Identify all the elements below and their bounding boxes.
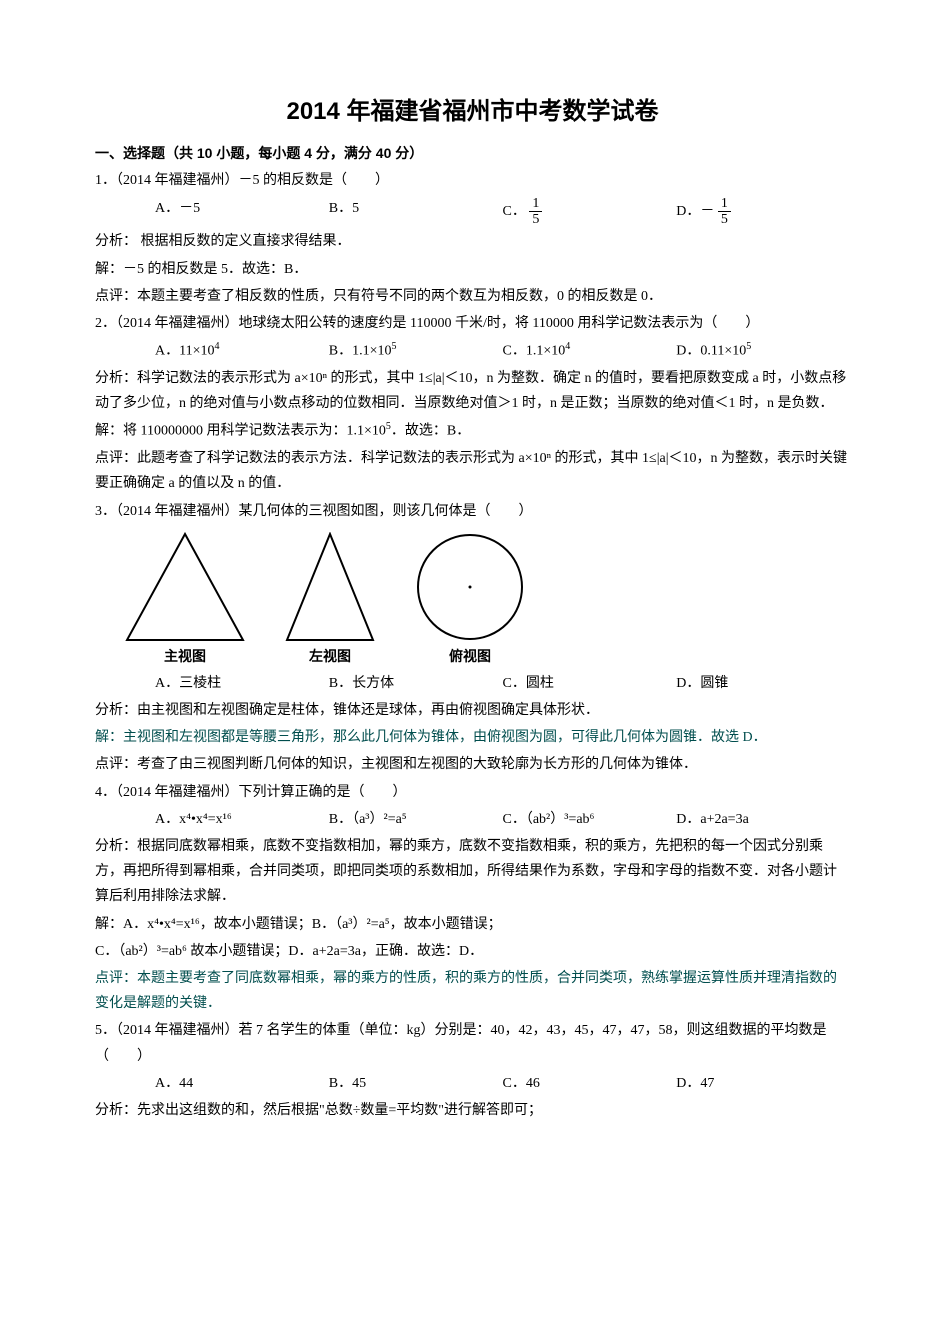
q4-optB: B．（a³）²=a⁵ (329, 807, 503, 832)
triangle-icon (125, 532, 245, 642)
circle-icon (415, 532, 525, 642)
figure-caption: 左视图 (285, 644, 375, 669)
q1-solution: 解：－5 的相反数是 5．故选：B． (95, 257, 850, 282)
q3-figures: 主视图 左视图 俯视图 (95, 532, 850, 669)
q3-optD: D．圆锥 (676, 671, 850, 696)
q5-optA: A．44 (155, 1071, 329, 1096)
q4-analysis: 分析：根据同底数幂相乘，底数不变指数相加，幂的乘方，底数不变指数相乘，积的乘方，… (95, 834, 850, 910)
triangle-icon (285, 532, 375, 642)
q2-analysis: 分析：科学记数法的表示形式为 a×10ⁿ 的形式，其中 1≤|a|＜10，n 为… (95, 366, 850, 416)
q2-solution-prefix: 解：将 110000000 用科学记数法表示为：1.1×10 (95, 424, 386, 439)
q2-comment: 点评：此题考查了科学记数法的表示方法．科学记数法的表示形式为 a×10ⁿ 的形式… (95, 446, 850, 496)
q3-optA: A．三棱柱 (155, 671, 329, 696)
denominator: 5 (718, 212, 731, 227)
q2-optC: C．1.1×104 (503, 338, 677, 364)
q1-options: A．－5 B．5 C． 1 5 D．－ 1 5 (95, 196, 850, 228)
q4-optD: D．a+2a=3a (676, 807, 850, 832)
q1-optB: B．5 (329, 196, 503, 228)
q1-analysis: 分析： 根据相反数的定义直接求得结果． (95, 229, 850, 254)
figure-top-view: 俯视图 (415, 532, 525, 669)
q5-analysis: 分析：先求出这组数的和，然后根据"总数÷数量=平均数"进行解答即可； (95, 1098, 850, 1123)
q2-optA-sup: 4 (215, 341, 220, 352)
q1-optD-prefix: D．－ (676, 204, 714, 219)
q3-stem: 3．（2014 年福建福州）某几何体的三视图如图，则该几何体是（ ） (95, 499, 850, 524)
q4-solution: 解：A．x⁴•x⁴=x¹⁶，故本小题错误；B．（a³）²=a⁵，故本小题错误； (95, 912, 850, 937)
q3-optC: C．圆柱 (503, 671, 677, 696)
q2-optB-sup: 5 (391, 341, 396, 352)
q4-solution-c: C．（ab²）³=ab⁶ 故本小题错误；D．a+2a=3a，正确．故选：D． (95, 939, 850, 964)
q4-optA: A．x⁴•x⁴=x¹⁶ (155, 807, 329, 832)
q2-optB: B．1.1×105 (329, 338, 503, 364)
q2-optD-sup: 5 (746, 341, 751, 352)
q2-optA-text: A．11×10 (155, 344, 215, 359)
q2-optC-sup: 4 (565, 341, 570, 352)
q4-stem: 4．（2014 年福建福州）下列计算正确的是（ ） (95, 780, 850, 805)
q3-solution: 解：主视图和左视图都是等腰三角形，那么此几何体为锥体，由俯视图为圆，可得此几何体… (95, 725, 850, 750)
q5-optC: C．46 (503, 1071, 677, 1096)
q4-comment: 点评：本题主要考查了同底数幂相乘，幂的乘方的性质，积的乘方的性质，合并同类项，熟… (95, 966, 850, 1016)
q1-optA: A．－5 (155, 196, 329, 228)
page-title: 2014 年福建省福州市中考数学试卷 (95, 90, 850, 133)
q2-optC-text: C．1.1×10 (503, 344, 566, 359)
figure-side-view: 左视图 (285, 532, 375, 669)
q2-options: A．11×104 B．1.1×105 C．1.1×104 D．0.11×105 (95, 338, 850, 364)
q2-optB-text: B．1.1×10 (329, 344, 392, 359)
q5-options: A．44 B．45 C．46 D．47 (95, 1071, 850, 1096)
q1-optC-prefix: C． (503, 204, 526, 219)
q2-optD: D．0.11×105 (676, 338, 850, 364)
figure-front-view: 主视图 (125, 532, 245, 669)
q2-stem: 2．（2014 年福建福州）地球绕太阳公转的速度约是 110000 千米/时，将… (95, 311, 850, 336)
q4-options: A．x⁴•x⁴=x¹⁶ B．（a³）²=a⁵ C．（ab²）³=ab⁶ D．a+… (95, 807, 850, 832)
q2-optD-text: D．0.11×10 (676, 344, 746, 359)
q5-stem: 5．（2014 年福建福州）若 7 名学生的体重（单位：kg）分别是：40，42… (95, 1018, 850, 1068)
q1-optD: D．－ 1 5 (676, 196, 850, 228)
numerator: 1 (529, 196, 542, 212)
fraction: 1 5 (718, 196, 731, 228)
fraction: 1 5 (529, 196, 542, 228)
q5-optD: D．47 (676, 1071, 850, 1096)
figure-caption: 俯视图 (415, 644, 525, 669)
q2-optA: A．11×104 (155, 338, 329, 364)
q1-stem: 1．（2014 年福建福州）－5 的相反数是（ ） (95, 168, 850, 193)
q1-comment: 点评：本题主要考查了相反数的性质，只有符号不同的两个数互为相反数，0 的相反数是… (95, 284, 850, 309)
q4-optC: C．（ab²）³=ab⁶ (503, 807, 677, 832)
figure-caption: 主视图 (125, 644, 245, 669)
q3-optB: B．长方体 (329, 671, 503, 696)
q3-comment: 点评：考查了由三视图判断几何体的知识，主视图和左视图的大致轮廓为长方形的几何体为… (95, 752, 850, 777)
q3-options: A．三棱柱 B．长方体 C．圆柱 D．圆锥 (95, 671, 850, 696)
q2-solution-suffix: ．故选：B． (391, 424, 470, 439)
q1-optC: C． 1 5 (503, 196, 677, 228)
q2-solution: 解：将 110000000 用科学记数法表示为：1.1×105．故选：B． (95, 418, 850, 444)
denominator: 5 (529, 212, 542, 227)
q5-optB: B．45 (329, 1071, 503, 1096)
numerator: 1 (718, 196, 731, 212)
q3-analysis: 分析：由主视图和左视图确定是柱体，锥体还是球体，再由俯视图确定具体形状． (95, 698, 850, 723)
section-header: 一、选择题（共 10 小题，每小题 4 分，满分 40 分） (95, 141, 850, 166)
